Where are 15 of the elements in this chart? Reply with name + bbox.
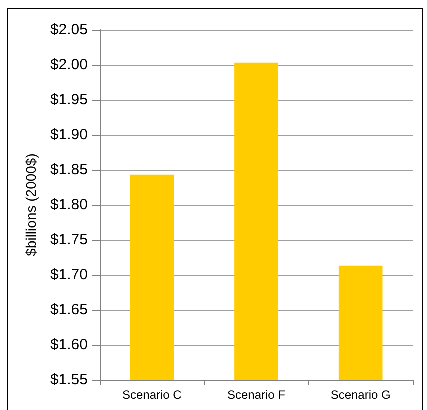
x-tick-label: Scenario C xyxy=(122,388,182,402)
y-tick-label: $1.55 xyxy=(50,372,88,388)
y-tick-label: $1.80 xyxy=(50,196,88,214)
y-tick-label: $1.95 xyxy=(50,92,88,108)
y-tick-label: $1.90 xyxy=(50,126,88,144)
x-tick-label: Scenario F xyxy=(227,388,286,402)
x-tick-label: Scenario G xyxy=(330,388,391,402)
y-axis-title: $billions (2000$) xyxy=(23,154,39,256)
y-tick-label: $1.60 xyxy=(50,336,88,354)
y-tick-label: $1.65 xyxy=(50,302,88,318)
y-tick-label: $2.05 xyxy=(50,22,88,38)
y-tick-label: $1.75 xyxy=(50,232,88,248)
y-tick-label: $1.85 xyxy=(50,162,88,178)
y-tick-label: $1.70 xyxy=(50,266,88,284)
y-tick-label: $2.00 xyxy=(50,56,88,74)
